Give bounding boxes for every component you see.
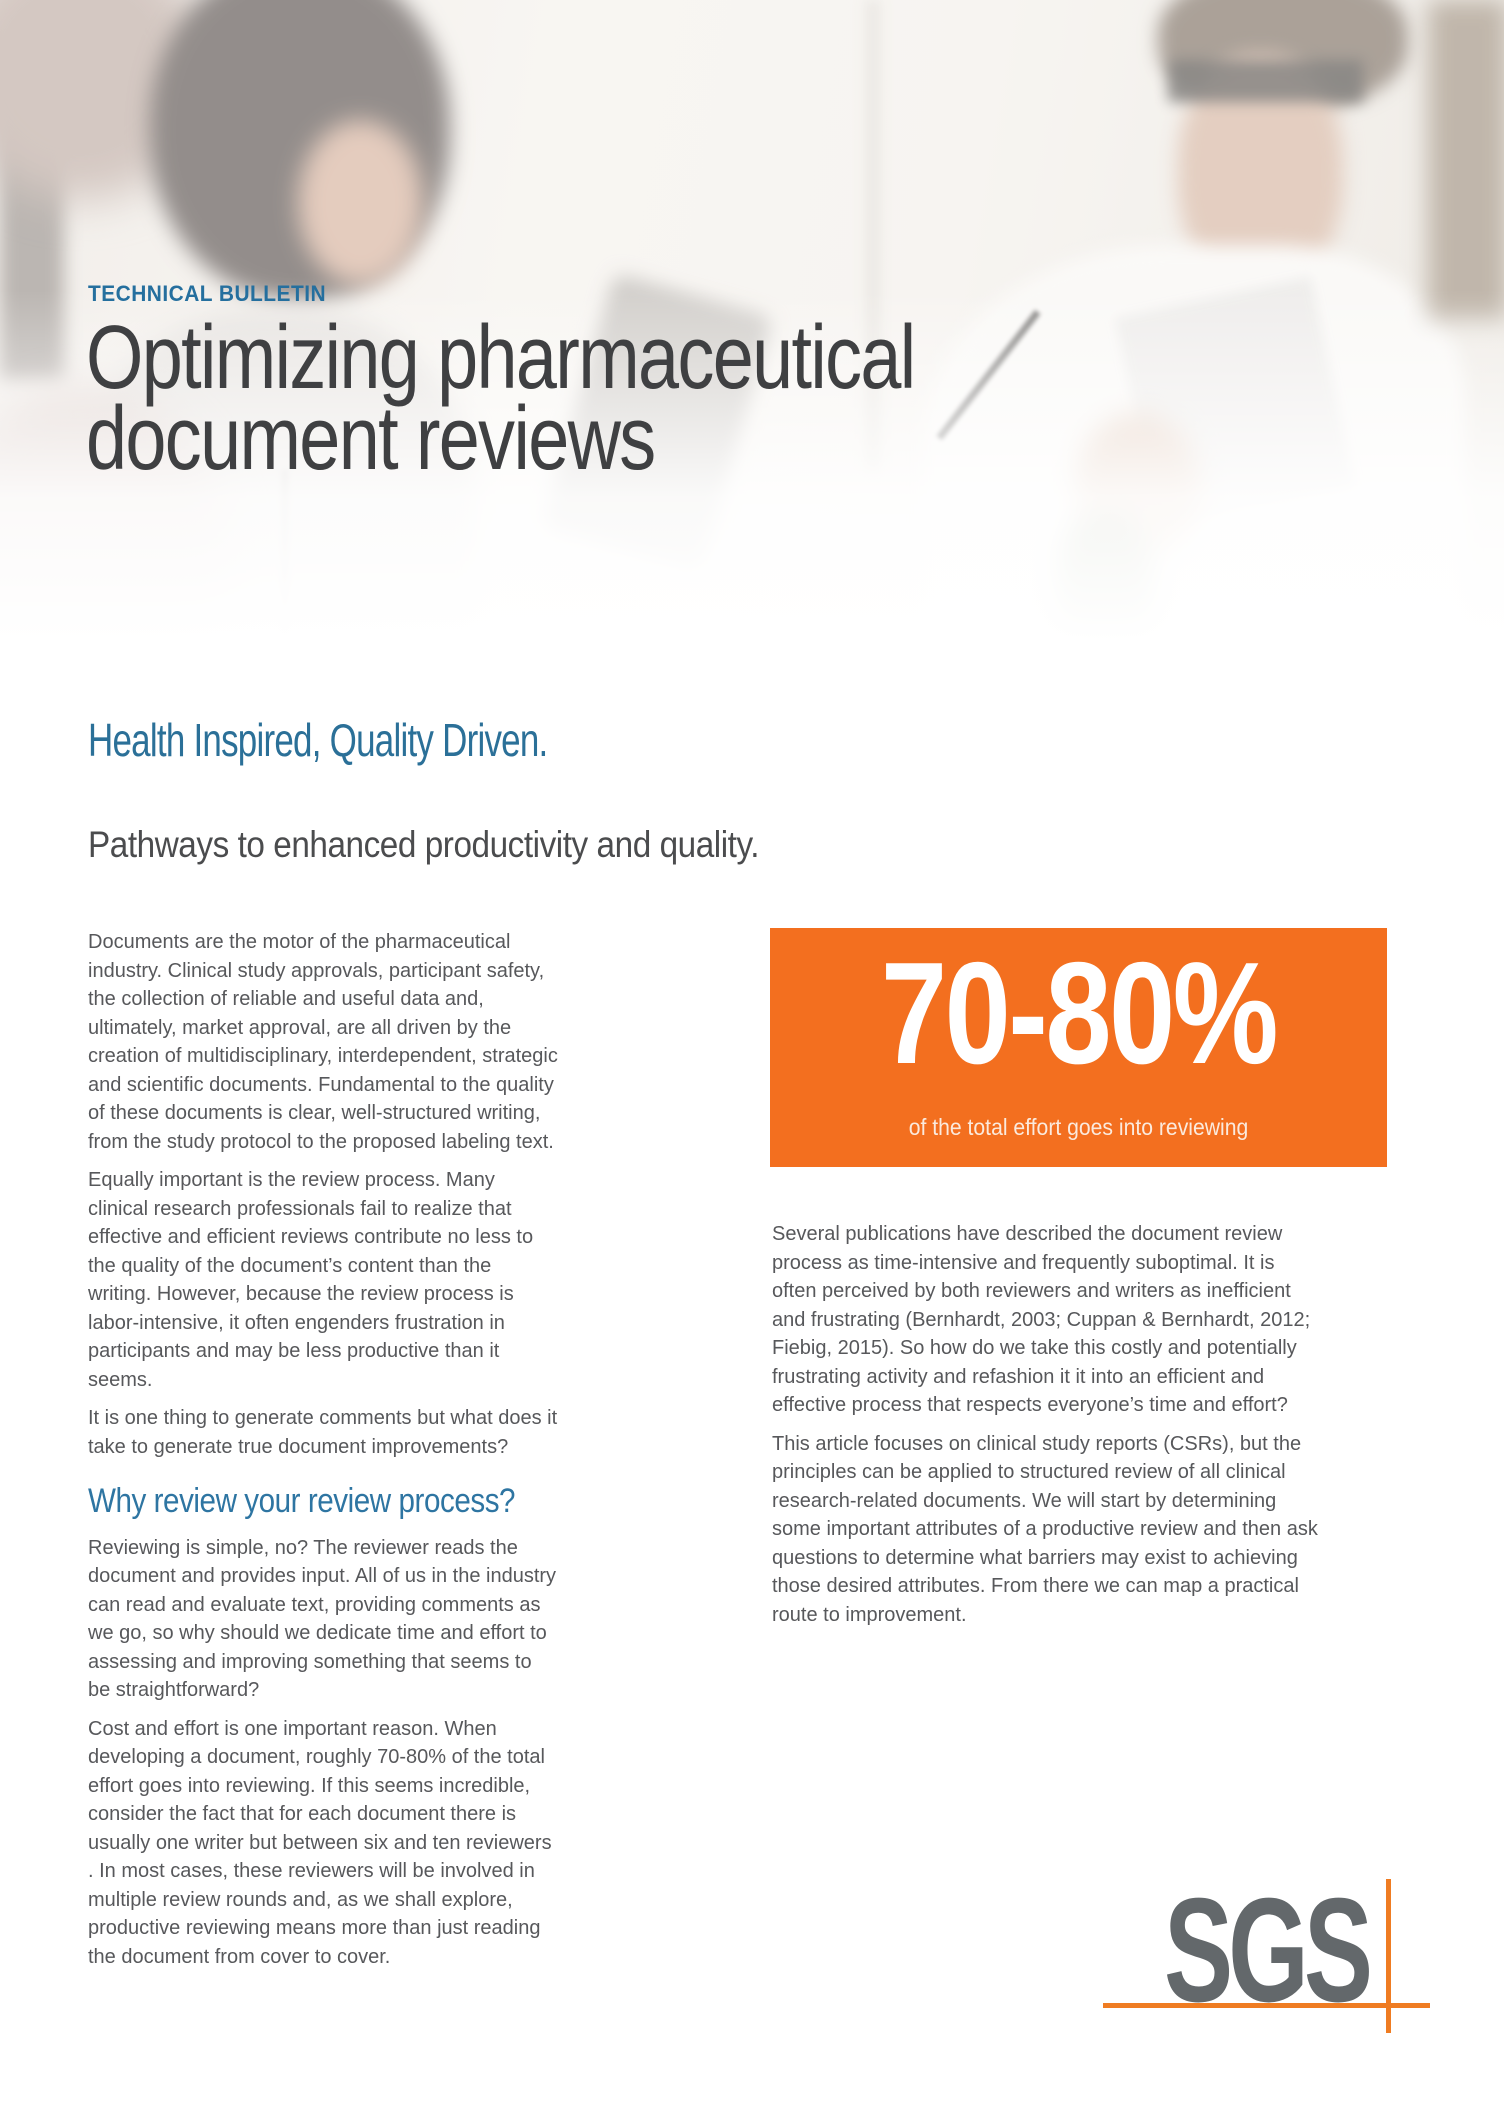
page-title-line1: Optimizing pharmaceutical	[86, 308, 916, 408]
paragraph: Documents are the motor of the pharmaceu…	[88, 931, 558, 1153]
paragraph: It is one thing to generate comments but…	[88, 1407, 558, 1458]
sgs-logo-vertical-line	[1386, 1879, 1391, 2033]
paragraph: Cost and effort is one important reason.…	[88, 1717, 552, 1968]
left-column: Documents are the motor of the pharmaceu…	[88, 928, 558, 1981]
page-title-line2: document reviews	[86, 389, 656, 489]
hero-photo	[0, 0, 1504, 690]
paragraph: Reviewing is simple, no? The reviewer re…	[88, 1536, 557, 1702]
stat-callout: 70-80% of the total effort goes into rev…	[770, 928, 1387, 1167]
stat-caption: of the total effort goes into reviewing	[908, 1114, 1249, 1140]
stat-value: 70-80%	[880, 932, 1279, 1094]
subsection-heading: Why review your review process?	[88, 1482, 516, 1520]
tagline: Health Inspired, Quality Driven.	[88, 714, 548, 766]
sgs-logo-horizontal-line	[1103, 2003, 1430, 2008]
sgs-logo-text: SGS	[1164, 1868, 1373, 2033]
page-title: Optimizing pharmaceutical document revie…	[86, 308, 916, 489]
photo-bottom-fade	[0, 0, 1504, 690]
section-title: Pathways to enhanced productivity and qu…	[88, 824, 760, 865]
paragraph: This article focuses on clinical study r…	[772, 1432, 1318, 1626]
paragraph: Several publications have described the …	[772, 1223, 1311, 1416]
right-column: Several publications have described the …	[772, 1220, 1320, 1639]
kicker: TECHNICAL BULLETIN	[88, 281, 327, 306]
paragraph: Equally important is the review process.…	[88, 1169, 534, 1391]
